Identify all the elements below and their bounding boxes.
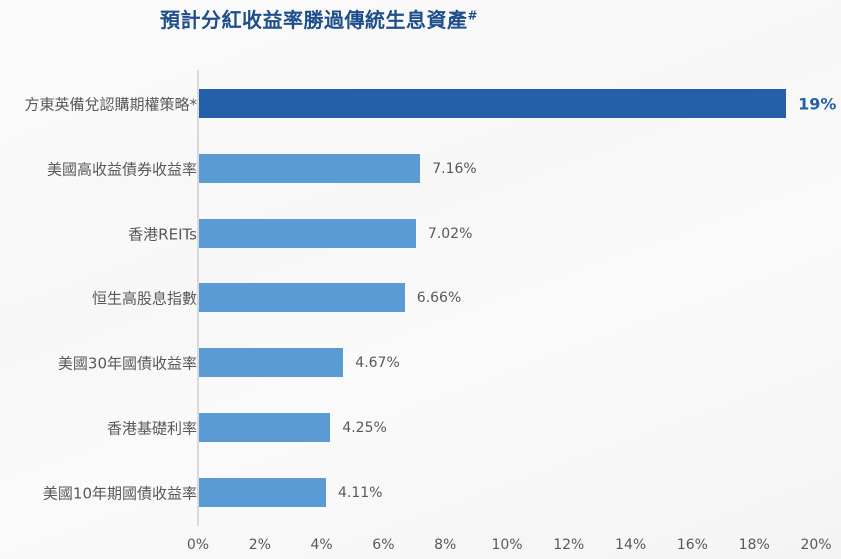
- x-tick-label: 16%: [676, 537, 708, 553]
- category-label: 方東英備兌認購期權策略*: [24, 95, 197, 114]
- category-label: 香港基礎利率: [106, 419, 197, 438]
- bar: [199, 153, 421, 183]
- value-label: 4.67%: [355, 355, 400, 372]
- bar-row: 恒生高股息指數 6.66%: [0, 283, 841, 313]
- category-label: 香港REITs: [128, 225, 197, 244]
- category-label: 美國高收益債券收益率: [46, 160, 197, 179]
- chart-title-footnote-mark: #: [467, 8, 479, 23]
- x-tick-label: 18%: [738, 537, 770, 553]
- value-label: 7.16%: [432, 160, 477, 177]
- x-tick-label: 12%: [553, 537, 585, 553]
- x-tick-label: 8%: [434, 537, 457, 553]
- category-label: 恒生高股息指數: [91, 289, 197, 308]
- x-tick-label: 6%: [372, 537, 395, 553]
- bar: [199, 413, 331, 442]
- value-label: 4.25%: [342, 420, 387, 436]
- bar: [199, 283, 405, 313]
- x-tick-label: 20%: [800, 537, 832, 553]
- bar-row: 美國10年期國債收益率 4.11%: [0, 477, 841, 508]
- chart-title-text: 預計分紅收益率勝過傳統生息資產: [160, 8, 468, 32]
- x-tick-label: 10%: [491, 537, 523, 553]
- bar-row: 香港REITs 7.02%: [0, 218, 841, 249]
- bar: [199, 477, 326, 507]
- bar: [199, 89, 787, 118]
- y-axis-line: [197, 70, 199, 526]
- bar-row: 香港基礎利率 4.25%: [0, 413, 841, 443]
- category-label: 美國10年期國債收益率: [42, 484, 197, 503]
- value-label: 7.02%: [427, 225, 473, 242]
- value-label: 6.66%: [416, 290, 462, 307]
- category-label: 美國30年國債收益率: [57, 354, 197, 373]
- x-tick-label: 0%: [186, 537, 210, 553]
- x-tick-label: 4%: [310, 537, 333, 553]
- chart-title: 預計分紅收益率勝過傳統生息資產#: [160, 4, 478, 33]
- value-label: 19%: [798, 94, 837, 114]
- bar: [199, 218, 416, 248]
- x-tick-label: 2%: [248, 537, 271, 553]
- bar: [199, 348, 344, 378]
- x-tick-label: 14%: [615, 537, 647, 553]
- value-label: 4.11%: [337, 484, 383, 501]
- bar-row: 方東英備兌認購期權策略* 19%: [0, 89, 841, 119]
- bar-row: 美國高收益債券收益率 7.16%: [0, 153, 841, 184]
- bar-row: 美國30年國債收益率 4.67%: [0, 348, 841, 378]
